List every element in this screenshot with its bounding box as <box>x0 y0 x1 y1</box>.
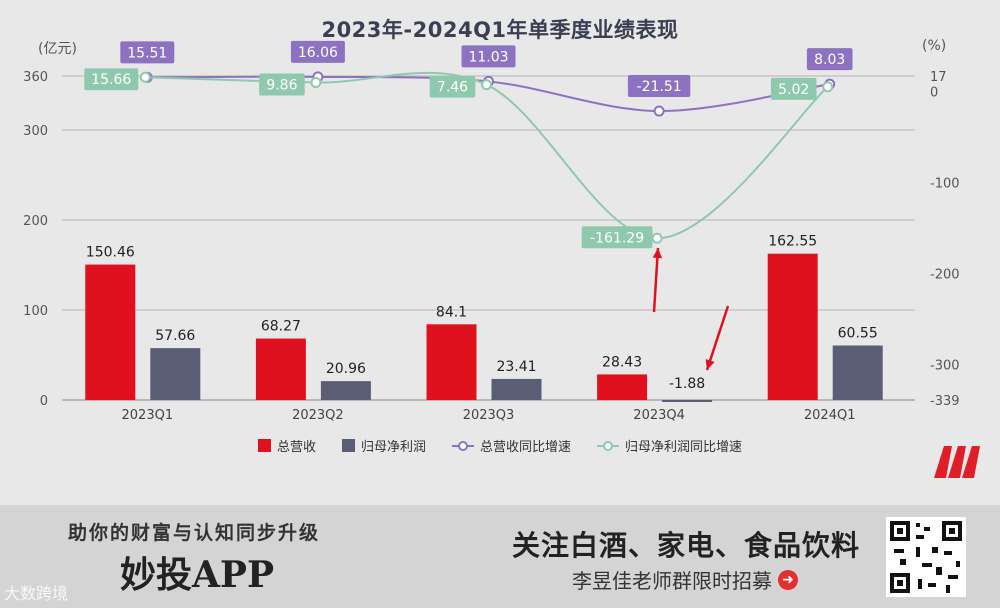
profit-bar-label: 60.55 <box>838 326 878 342</box>
profit-growth-point <box>822 81 834 93</box>
x-tick-label: 2023Q3 <box>463 408 515 423</box>
revenue-bar <box>597 374 648 400</box>
legend: 总营收 归母净利润 总营收同比增速 归母净利润同比增速 <box>0 436 1000 455</box>
left-tick-label: 200 <box>23 214 48 229</box>
profit-growth-label-box <box>84 68 139 91</box>
revenue-bar-label: 162.55 <box>768 234 817 250</box>
banner-app-name: 妙投APP <box>120 554 275 596</box>
revenue-growth-label-box <box>461 45 516 68</box>
profit-bar-label: 20.96 <box>326 361 366 377</box>
x-tick-label: 2024Q1 <box>804 408 856 423</box>
revenue-bar-label: 84.1 <box>436 304 467 320</box>
banner-slogan: 助你的财富与认知同步升级 <box>68 522 321 544</box>
banner-subline: 李昱佳老师群限时招募 <box>572 569 772 593</box>
brand-logo-icon <box>934 446 980 478</box>
revenue-bar-label: 68.27 <box>261 319 301 335</box>
profit-growth-label: -161.29 <box>590 230 644 246</box>
watermark: 大数跨境 <box>4 584 69 603</box>
revenue-growth-label-box <box>627 75 691 98</box>
left-axis-unit: (亿元) <box>38 41 77 57</box>
promo-banner[interactable] <box>0 505 1000 608</box>
annotation-arrow-head <box>652 248 663 259</box>
legend-label-profit-growth: 归母净利润同比增速 <box>625 440 743 455</box>
revenue-growth-label: 15.51 <box>127 45 167 61</box>
profit-growth-point <box>139 71 151 83</box>
revenue-growth-label: 16.06 <box>298 45 338 61</box>
revenue-growth-label-box <box>806 48 853 71</box>
profit-growth-label: 15.66 <box>91 72 131 88</box>
profit-growth-label-box <box>259 73 305 96</box>
profit-bar-label: -1.88 <box>669 376 705 392</box>
right-tick-label: -100 <box>930 176 960 191</box>
profit-bar <box>662 400 713 402</box>
left-tick-label: 100 <box>23 304 48 319</box>
banner-subline-row[interactable]: 李昱佳老师群限时招募 ➜ <box>572 565 798 594</box>
revenue-growth-label: 11.03 <box>468 49 508 65</box>
profit-growth-label-box <box>770 77 817 100</box>
x-tick-label: 2023Q1 <box>122 408 174 423</box>
profit-growth-label-box <box>581 226 653 249</box>
banner-headline: 关注白酒、家电、食品饮料 <box>512 529 861 562</box>
profit-bar <box>150 348 201 400</box>
profit-growth-point <box>651 232 663 244</box>
x-tick-label: 2023Q4 <box>633 408 685 423</box>
chart-title: 2023年-2024Q1年单季度业绩表现 <box>321 18 679 42</box>
legend-label-revenue-growth: 总营收同比增速 <box>480 440 572 455</box>
revenue-growth-label: 8.03 <box>814 52 845 68</box>
x-tick-label: 2023Q2 <box>292 408 344 423</box>
legend-item-profit[interactable]: 归母净利润 <box>341 436 426 455</box>
right-tick-label: -339 <box>930 394 960 409</box>
revenue-bar-label: 28.43 <box>602 354 642 370</box>
profit-bar <box>832 345 883 400</box>
revenue-bar <box>426 324 477 400</box>
profit-growth-label: 7.46 <box>437 80 468 96</box>
annotation-arrow <box>652 247 660 313</box>
revenue-bar <box>85 264 136 400</box>
profit-bar <box>320 381 371 400</box>
profit-bar-label: 57.66 <box>155 328 195 344</box>
revenue-growth-label-box <box>120 41 175 64</box>
left-tick-label: 360 <box>23 70 48 85</box>
legend-item-profit-growth[interactable]: 归母净利润同比增速 <box>597 436 742 455</box>
legend-item-revenue-growth[interactable]: 总营收同比增速 <box>452 436 571 455</box>
revenue-bar-label: 150.46 <box>86 245 135 261</box>
right-tick-label: 0 <box>930 85 938 100</box>
right-axis-unit: (%) <box>922 38 947 54</box>
profit-bar-label: 23.41 <box>496 359 536 375</box>
revenue-bar <box>767 253 818 400</box>
legend-swatch-revenue <box>257 439 271 452</box>
annotation-arrow-head <box>705 359 715 370</box>
legend-label-profit: 归母净利润 <box>360 440 426 455</box>
chart-area: 2023年-2024Q1年单季度业绩表现 (亿元) (%) 0 100 200 300… <box>0 18 1000 478</box>
left-tick-label: 0 <box>40 394 48 409</box>
legend-label-revenue: 总营收 <box>276 440 316 455</box>
legend-swatch-revenue-growth <box>452 439 474 452</box>
revenue-bar <box>255 338 306 400</box>
revenue-growth-label-box <box>290 40 345 63</box>
arrow-right-icon[interactable]: ➜ <box>778 569 798 590</box>
left-tick-label: 300 <box>23 124 48 139</box>
legend-swatch-profit-growth <box>597 439 620 452</box>
profit-growth-label: 9.86 <box>266 77 297 93</box>
right-tick-label: -200 <box>930 267 960 282</box>
revenue-growth-label: -21.51 <box>637 79 682 95</box>
right-tick-label: 17 <box>930 70 947 85</box>
qr-code-icon <box>886 517 966 597</box>
profit-growth-point <box>310 76 322 88</box>
profit-growth-label-box <box>429 75 476 98</box>
legend-swatch-profit <box>341 439 355 452</box>
profit-growth-point <box>481 79 492 91</box>
profit-growth-label: 5.02 <box>778 82 809 98</box>
annotation-arrow <box>705 305 730 371</box>
profit-bar <box>491 378 542 400</box>
legend-item-revenue[interactable]: 总营收 <box>257 436 316 455</box>
profit-growth-line <box>145 71 829 240</box>
right-tick-label: -300 <box>930 359 960 374</box>
revenue-growth-point <box>653 105 665 117</box>
